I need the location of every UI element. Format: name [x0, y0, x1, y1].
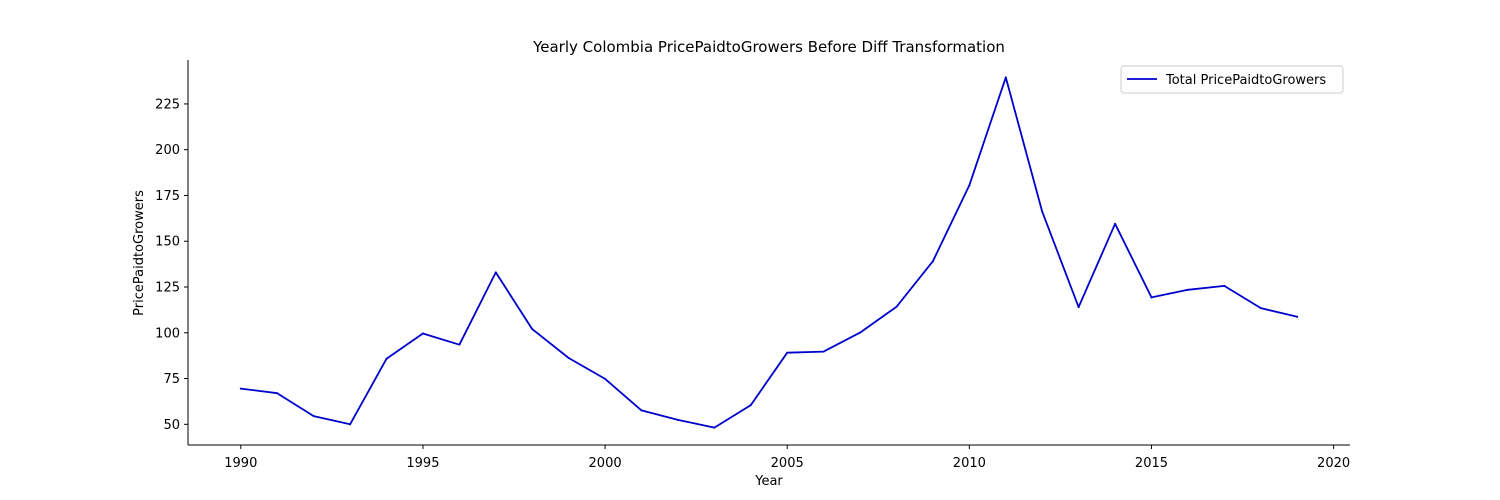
data-point: [749, 404, 752, 407]
x-tick-label: 2020: [1317, 456, 1350, 471]
y-tick-label: 125: [155, 281, 180, 296]
data-point: [385, 357, 388, 360]
data-point: [531, 328, 534, 331]
data-point: [1004, 76, 1007, 79]
x-axis-label: Year: [754, 474, 783, 489]
y-tick-label: 50: [163, 418, 180, 433]
data-point: [239, 387, 242, 390]
y-tick-label: 200: [155, 143, 180, 158]
data-point: [895, 305, 898, 308]
x-tick-label: 1990: [224, 456, 257, 471]
data-point: [640, 409, 643, 412]
y-tick-label: 175: [155, 189, 180, 204]
y-tick-label: 225: [155, 97, 180, 112]
data-point: [859, 331, 862, 334]
data-point: [1041, 210, 1044, 213]
legend: Total PricePaidtoGrowers: [1120, 65, 1344, 94]
data-point: [968, 184, 971, 187]
data-point: [1259, 307, 1262, 310]
data-point: [1077, 306, 1080, 309]
data-point: [1150, 296, 1153, 299]
data-point: [786, 351, 789, 354]
data-point: [1223, 284, 1226, 287]
data-point: [822, 350, 825, 353]
data-point: [458, 343, 461, 346]
y-tick-label: 150: [155, 235, 180, 250]
data-point: [349, 423, 352, 426]
data-point: [494, 271, 497, 274]
x-tick-label: 2000: [589, 456, 622, 471]
data-point: [713, 426, 716, 429]
x-tick-label: 1995: [406, 456, 439, 471]
series-layer: [239, 76, 1299, 429]
data-point: [312, 415, 315, 418]
data-point: [1296, 315, 1299, 318]
data-point: [676, 418, 679, 421]
x-tick-label: 2015: [1135, 456, 1168, 471]
y-axis-ticks: 50 75 100 125 150 175 200 225: [155, 97, 188, 433]
data-point: [1186, 288, 1189, 291]
chart-title: Yearly Colombia PricePaidtoGrowers Befor…: [532, 38, 1005, 56]
data-point: [276, 392, 279, 395]
y-axis-label: PricePaidtoGrowers: [132, 190, 147, 316]
y-tick-label: 75: [163, 372, 180, 387]
series-line: [240, 76, 1298, 429]
x-tick-label: 2005: [771, 456, 804, 471]
data-point: [567, 357, 570, 360]
data-point: [931, 260, 934, 263]
y-tick-label: 100: [155, 326, 180, 341]
data-point: [604, 377, 607, 380]
legend-label: Total PricePaidtoGrowers: [1165, 73, 1326, 88]
x-tick-label: 2010: [953, 456, 986, 471]
legend-box: [1120, 65, 1344, 94]
data-point: [1114, 222, 1117, 225]
x-axis-ticks: 1990 1995 2000 2005 2010 2015 2020: [224, 445, 1350, 471]
data-point: [421, 332, 424, 335]
